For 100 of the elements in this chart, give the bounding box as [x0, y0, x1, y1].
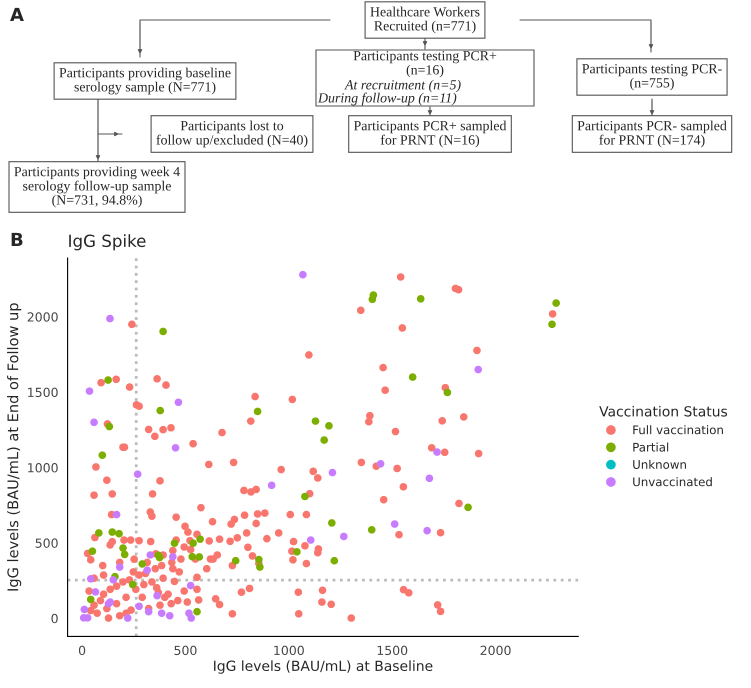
legend-label: Partial — [633, 442, 668, 452]
point — [195, 553, 204, 561]
x-tick-label: 1000 — [274, 646, 304, 656]
text: At recruitment (n=5) — [344, 80, 461, 92]
point — [552, 299, 560, 307]
text: Healthcare Workers Recruited (n=771) — [370, 6, 480, 34]
y-tick-label: 1500 — [28, 388, 58, 398]
point — [116, 563, 124, 571]
point — [390, 520, 398, 528]
point — [115, 530, 123, 538]
point — [174, 398, 182, 406]
point — [187, 614, 196, 622]
point — [98, 451, 106, 459]
y-tick-label: 2000 — [28, 312, 58, 322]
point — [159, 328, 167, 336]
point — [86, 596, 95, 604]
point — [376, 460, 384, 468]
point — [186, 582, 194, 590]
point — [548, 320, 556, 328]
point — [170, 539, 178, 548]
x-tick-label: 500 — [174, 646, 197, 656]
point — [306, 536, 315, 544]
point — [256, 563, 264, 571]
chart-title: IgG Spike — [69, 234, 146, 250]
point — [90, 418, 98, 426]
text: During follow-up (n=11) — [318, 92, 456, 106]
text: Participants testing PCR- (n=755) — [582, 64, 722, 90]
point — [172, 444, 180, 452]
legend-label: Full vaccination — [633, 425, 723, 434]
point — [330, 556, 338, 565]
point — [474, 366, 482, 374]
y-tick-label: 500 — [36, 538, 58, 548]
point — [153, 592, 161, 600]
point — [189, 539, 197, 548]
point — [299, 270, 307, 279]
point — [86, 575, 95, 583]
point — [188, 552, 196, 560]
text: A — [10, 8, 24, 21]
point — [143, 566, 151, 574]
point — [119, 544, 127, 552]
point — [416, 295, 425, 303]
point — [196, 535, 204, 543]
text: Participants PCR- sampled for PRNT (N=174) — [578, 120, 727, 148]
point — [423, 526, 431, 535]
point — [433, 448, 441, 456]
legend-title: Vaccination Status — [599, 406, 728, 417]
point — [368, 296, 376, 304]
point — [312, 417, 320, 425]
point — [293, 548, 301, 556]
point — [128, 580, 137, 588]
point — [80, 606, 88, 614]
point — [120, 550, 128, 558]
point — [166, 612, 174, 620]
y-axis-title: IgG levels (BAU/mL) at End of Follow up — [7, 303, 22, 591]
text: Participants lost to follow up/excluded (N=40) — [156, 120, 308, 148]
point — [106, 314, 114, 322]
point — [464, 504, 472, 512]
x-axis-title: IgG levels (BAU/mL) at Baseline — [214, 660, 432, 674]
text: Participants providing baseline serology sample (N=771) — [59, 68, 231, 94]
text: Participants PCR+ sampled for PRNT (N=16) — [354, 120, 506, 148]
point — [86, 387, 94, 395]
point — [328, 519, 336, 527]
y-tick-label: 1000 — [28, 463, 58, 472]
point — [169, 552, 177, 560]
point — [135, 602, 143, 610]
text: B — [12, 232, 22, 246]
point — [232, 556, 240, 565]
point — [444, 388, 452, 396]
point — [138, 560, 146, 568]
point — [106, 422, 114, 430]
point — [301, 492, 309, 500]
point — [408, 373, 416, 381]
point — [254, 408, 262, 416]
point — [255, 556, 263, 564]
x-tick-label: 0 — [78, 646, 86, 656]
point — [109, 576, 118, 584]
point — [368, 526, 376, 534]
text: Participants testing PCR+ (n=16) — [354, 51, 496, 78]
point — [426, 474, 434, 482]
point — [104, 376, 112, 384]
point — [268, 482, 276, 490]
point — [88, 547, 96, 556]
point — [328, 468, 336, 476]
point — [95, 529, 103, 537]
text: Participants providing week 4 serology follow-up sample (N=731, 94.8%) — [14, 166, 180, 208]
legend-label: Unknown — [633, 460, 686, 469]
point — [156, 406, 164, 414]
x-tick-label: 2000 — [480, 646, 511, 656]
point — [124, 614, 132, 622]
point — [92, 588, 100, 596]
point — [108, 528, 116, 536]
x-tick-label: 1500 — [378, 646, 408, 656]
legend-label: Unvaccinated — [633, 477, 712, 486]
point — [158, 609, 166, 617]
point — [325, 422, 333, 430]
point — [340, 532, 348, 540]
point — [320, 436, 328, 444]
point — [134, 470, 142, 478]
point — [144, 608, 152, 616]
point — [146, 551, 154, 559]
